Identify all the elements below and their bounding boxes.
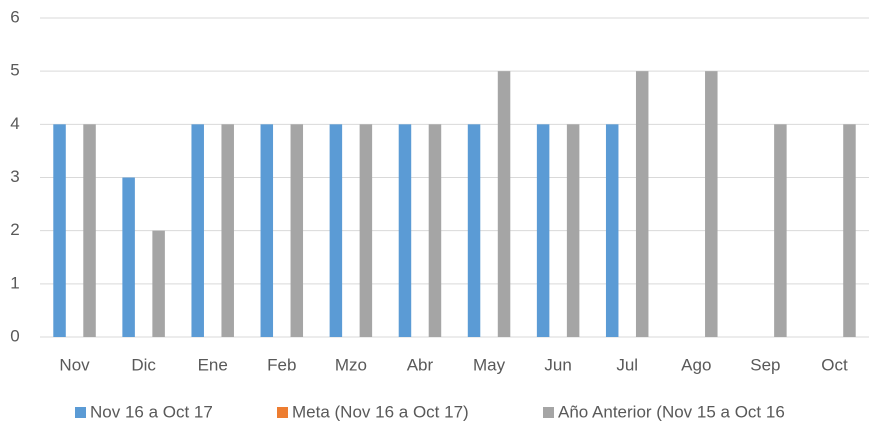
bar (467, 124, 481, 337)
bar (398, 124, 412, 337)
y-tick-label: 4 (10, 114, 19, 133)
bar (191, 124, 204, 337)
y-tick-label: 5 (10, 61, 19, 80)
bar (260, 124, 274, 337)
bar (221, 124, 234, 337)
x-tick-label: Oct (821, 355, 848, 374)
x-tick-label: Jul (616, 355, 638, 374)
bar (605, 124, 619, 337)
x-tick-label: Feb (267, 355, 296, 374)
bar (152, 230, 165, 337)
bar (843, 124, 856, 337)
x-tick-label: Mzo (335, 355, 367, 374)
bar (53, 124, 66, 337)
x-tick-label: Jun (544, 355, 571, 374)
y-tick-label: 3 (10, 167, 19, 186)
bar (83, 124, 96, 337)
bar (536, 124, 550, 337)
legend-label: Meta (Nov 16 a Oct 17) (292, 402, 469, 421)
x-tick-label: Nov (59, 355, 90, 374)
y-tick-label: 2 (10, 220, 19, 239)
bar (122, 177, 135, 337)
y-tick-label: 0 (10, 326, 19, 345)
bar (359, 124, 373, 337)
bar (497, 71, 511, 338)
bar (635, 71, 649, 338)
bar (329, 124, 343, 337)
legend-swatch (75, 407, 86, 418)
y-tick-label: 6 (10, 7, 19, 26)
legend-swatch (277, 407, 288, 418)
legend-label: Año Anterior (Nov 15 a Oct 16 (558, 402, 785, 421)
legend-label: Nov 16 a Oct 17 (90, 402, 213, 421)
y-tick-label: 1 (10, 273, 19, 292)
x-tick-label: Abr (407, 355, 434, 374)
x-tick-label: Dic (131, 355, 156, 374)
bar (705, 71, 718, 338)
bar (566, 124, 580, 337)
legend-swatch (543, 407, 554, 418)
x-tick-label: Ago (681, 355, 711, 374)
x-tick-label: Sep (750, 355, 780, 374)
bar (290, 124, 304, 337)
bar (774, 124, 787, 337)
x-tick-label: Ene (198, 355, 228, 374)
x-tick-label: May (473, 355, 506, 374)
bar (428, 124, 442, 337)
